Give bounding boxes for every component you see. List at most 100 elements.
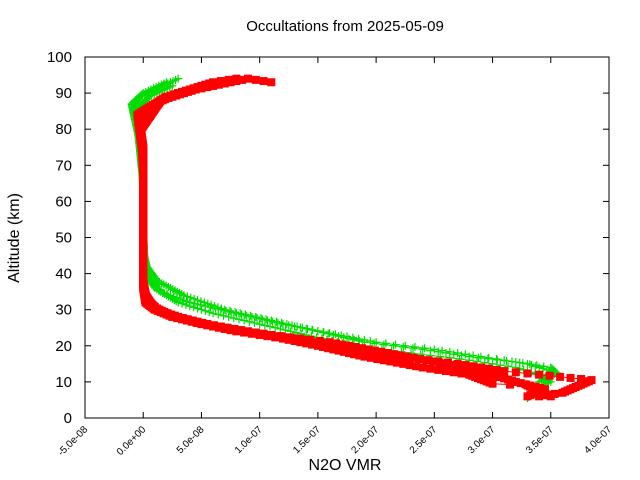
data-point [457, 369, 466, 378]
data-point [308, 340, 317, 349]
data-point [216, 305, 225, 314]
data-point [386, 357, 395, 366]
data-point [577, 375, 586, 384]
data-point [290, 322, 299, 331]
data-point [313, 326, 322, 335]
data-point [391, 340, 400, 349]
data-point [250, 318, 259, 327]
data-point [278, 334, 287, 343]
data-point [232, 77, 241, 86]
data-point [232, 327, 241, 336]
data-point [325, 329, 334, 338]
data-point [209, 309, 218, 318]
y-tick-label: 100 [47, 49, 72, 66]
data-point [245, 317, 254, 326]
data-point [445, 347, 454, 356]
data-point [226, 326, 235, 335]
data-point [354, 334, 363, 343]
data-point [426, 346, 435, 355]
data-point [443, 358, 452, 367]
data-point [190, 294, 199, 303]
data-point [267, 78, 276, 87]
data-point [531, 362, 540, 371]
data-point [263, 316, 272, 325]
data-point [220, 324, 229, 333]
data-point [395, 352, 404, 361]
data-point [469, 351, 478, 360]
data-point [244, 74, 253, 83]
data-point [382, 350, 391, 359]
data-point [389, 341, 398, 350]
data-point [290, 336, 299, 345]
data-point [308, 325, 317, 334]
data-point [190, 299, 199, 308]
data-point [211, 80, 220, 89]
data-point [366, 337, 375, 346]
data-point [461, 361, 470, 370]
data-point [465, 370, 474, 379]
y-tick-label: 30 [55, 302, 72, 319]
data-point [527, 361, 536, 370]
data-point [418, 363, 427, 372]
data-point [173, 314, 182, 323]
data-point [215, 79, 224, 88]
data-point [476, 352, 485, 361]
data-point [484, 364, 493, 373]
data-point [401, 341, 410, 350]
data-point [284, 321, 293, 330]
data-point [197, 320, 206, 329]
data-point [516, 379, 525, 388]
data-point [329, 340, 338, 349]
data-point [429, 357, 438, 366]
data-point [200, 298, 209, 307]
data-point [276, 324, 285, 333]
data-point [566, 373, 575, 382]
y-tick-label: 60 [55, 193, 72, 210]
data-point [511, 368, 520, 377]
data-point [209, 322, 218, 331]
y-tick-label: 10 [55, 374, 72, 391]
data-point [350, 344, 359, 353]
data-point [430, 345, 439, 354]
data-point [226, 78, 235, 87]
data-point [273, 318, 282, 327]
data-point [343, 343, 352, 352]
data-point [399, 343, 408, 352]
data-point [366, 353, 375, 362]
data-point [355, 351, 364, 360]
data-point [506, 380, 515, 389]
data-point [247, 312, 256, 321]
data-point [476, 363, 485, 372]
data-point [232, 309, 241, 318]
data-point [500, 367, 509, 376]
data-point [201, 83, 210, 92]
data-point [302, 339, 311, 348]
data-point [409, 353, 418, 362]
data-point [329, 345, 338, 354]
data-point [375, 349, 384, 358]
data-point [196, 84, 205, 93]
data-point [535, 370, 544, 379]
data-point [492, 355, 501, 364]
data-point [214, 310, 223, 319]
data-point [271, 323, 280, 332]
data-point [343, 332, 351, 341]
data-point [388, 351, 397, 360]
data-point [523, 381, 532, 390]
data-point [412, 362, 421, 371]
data-point [281, 326, 290, 335]
data-point [556, 372, 565, 381]
data-point [224, 312, 233, 321]
data-point [162, 78, 171, 87]
data-point [414, 355, 423, 364]
y-tick-label: 20 [55, 338, 72, 355]
data-point [469, 362, 478, 371]
data-point [369, 347, 378, 356]
data-point [329, 330, 338, 339]
data-point [337, 341, 346, 350]
data-point [488, 370, 497, 379]
data-point [420, 344, 429, 353]
chart-title: Occultations from 2025-05-09 [246, 18, 444, 35]
data-point [319, 328, 328, 337]
